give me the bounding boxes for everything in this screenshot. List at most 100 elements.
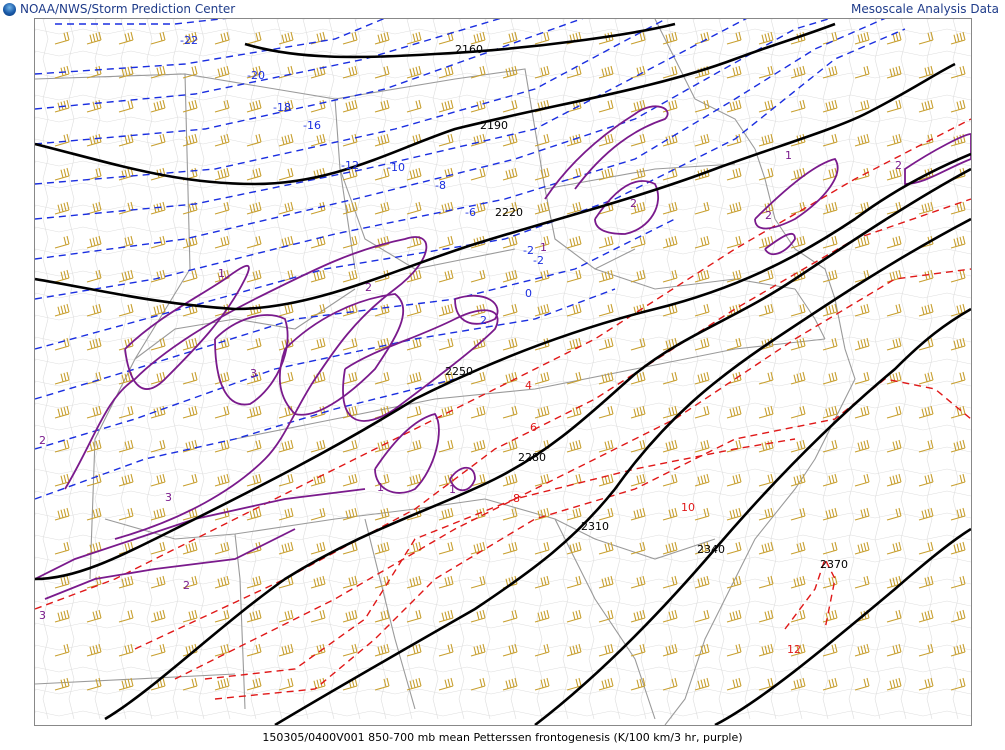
wind-barb <box>118 643 134 657</box>
wind-barb <box>854 575 870 589</box>
wind-barb <box>310 473 326 487</box>
wind-barb <box>246 201 262 215</box>
wind-barb <box>886 133 902 147</box>
wind-barb <box>470 303 486 317</box>
wind-barb <box>150 507 166 521</box>
cold-isotherm-label: -12 <box>341 159 359 172</box>
header-subtitle: Mesoscale Analysis Data <box>851 2 999 16</box>
wind-barb <box>310 269 326 283</box>
wind-barb <box>566 643 582 657</box>
wind-barb <box>182 31 198 45</box>
frontogenesis-labels: 1 2 3 2 2 1 3 2 1 2 1 3 2 1 <box>39 149 902 622</box>
wind-barb <box>502 473 518 487</box>
wind-barb <box>566 609 582 623</box>
wind-barb <box>118 99 134 113</box>
wind-barb <box>694 677 710 691</box>
wind-barb <box>630 133 646 147</box>
wind-barb <box>950 405 966 419</box>
wind-barb <box>118 575 134 589</box>
wind-barb <box>438 439 454 453</box>
wind-barb <box>342 439 358 453</box>
wind-barb <box>438 235 454 249</box>
wind-barb <box>726 31 742 45</box>
wind-barb <box>310 439 326 453</box>
wind-barb <box>534 65 550 79</box>
wind-barb <box>566 201 582 215</box>
wind-barb <box>566 507 582 521</box>
wind-barb <box>758 405 774 419</box>
wind-barb <box>662 507 678 521</box>
wind-barb <box>758 507 774 521</box>
wind-barb <box>950 473 966 487</box>
wind-barb <box>182 371 198 385</box>
wind-barb <box>598 405 614 419</box>
wind-barb <box>790 167 806 181</box>
wind-barb <box>854 371 870 385</box>
wind-barb <box>502 643 518 657</box>
wind-barb <box>438 201 454 215</box>
wind-barb <box>118 167 134 181</box>
wind-barb <box>598 337 614 351</box>
wind-barb <box>854 473 870 487</box>
wind-barb <box>694 65 710 79</box>
wind-barb <box>566 65 582 79</box>
wind-barb <box>86 439 102 453</box>
wind-barb <box>822 405 838 419</box>
wind-barb <box>246 507 262 521</box>
wind-barb <box>758 167 774 181</box>
wind-barb <box>854 541 870 555</box>
wind-barb <box>822 677 838 691</box>
wind-barb <box>630 201 646 215</box>
wind-barb <box>374 677 390 691</box>
wind-barb <box>918 303 934 317</box>
wind-barb <box>182 541 198 555</box>
wind-barb <box>854 31 870 45</box>
wind-barb <box>822 609 838 623</box>
wind-barb <box>406 677 422 691</box>
wind-barb <box>886 507 902 521</box>
wind-barb <box>246 405 262 419</box>
wind-barb <box>630 337 646 351</box>
wind-barb <box>438 269 454 283</box>
wind-barb <box>502 167 518 181</box>
noaa-logo-icon <box>3 3 16 16</box>
wind-barb <box>726 575 742 589</box>
cold-isotherm-label: 0 <box>525 287 532 300</box>
wind-barb <box>630 507 646 521</box>
wind-barb <box>342 167 358 181</box>
wind-barb <box>502 235 518 249</box>
cold-isotherm-label: -2 <box>533 254 544 267</box>
wind-barb <box>630 235 646 249</box>
wind-barb <box>502 201 518 215</box>
wind-barb <box>566 99 582 113</box>
wind-barb <box>406 65 422 79</box>
wind-barb <box>374 541 390 555</box>
wind-barb <box>342 507 358 521</box>
frontogenesis-label: 1 <box>785 149 792 162</box>
wind-barb <box>662 65 678 79</box>
wind-barb <box>886 677 902 691</box>
wind-barb <box>662 575 678 589</box>
wind-barb <box>438 133 454 147</box>
wind-barb <box>822 65 838 79</box>
wind-barb <box>470 643 486 657</box>
wind-barb <box>950 541 966 555</box>
wind-barb <box>374 201 390 215</box>
wind-barb <box>566 337 582 351</box>
wind-barb <box>182 405 198 419</box>
wind-barb <box>694 439 710 453</box>
wind-barb <box>502 269 518 283</box>
map-caption: 150305/0400V001 850-700 mb mean Petterss… <box>262 731 743 744</box>
wind-barb <box>886 609 902 623</box>
wind-barb <box>758 99 774 113</box>
wind-barb <box>118 405 134 419</box>
wind-barb <box>886 575 902 589</box>
wind-barb <box>502 337 518 351</box>
wind-barb <box>630 31 646 45</box>
wind-barb <box>534 269 550 283</box>
wind-barb <box>534 405 550 419</box>
wind-barb <box>150 269 166 283</box>
wind-barb <box>918 677 934 691</box>
